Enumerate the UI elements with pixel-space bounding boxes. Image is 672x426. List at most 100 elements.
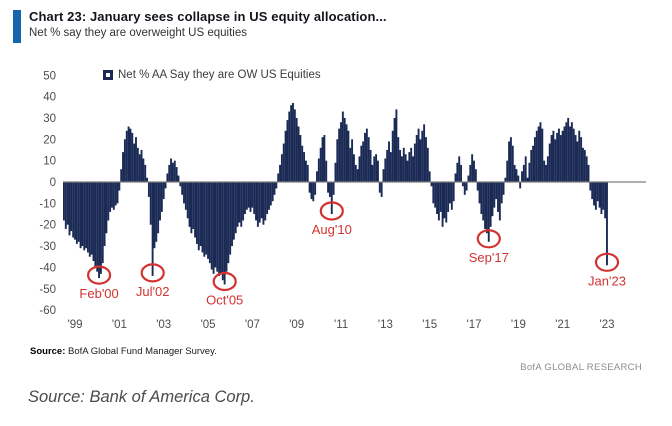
annotation-circle	[594, 252, 620, 272]
x-tick-label: '17	[467, 319, 482, 331]
bar	[149, 182, 152, 225]
bar	[504, 177, 507, 182]
bar	[513, 164, 516, 182]
bar	[589, 182, 592, 191]
bar	[473, 160, 475, 182]
y-tick-label: -20	[39, 220, 56, 232]
bar	[502, 182, 505, 195]
source-note: Source: BofA Global Fund Manager Survey.	[30, 346, 217, 357]
bar	[436, 182, 438, 215]
bar	[96, 182, 99, 272]
bar	[221, 182, 224, 281]
bar	[227, 182, 230, 264]
bar	[114, 182, 117, 206]
bar	[325, 160, 328, 182]
bar	[105, 182, 108, 234]
bar	[293, 109, 296, 182]
bar	[210, 182, 213, 270]
x-tick-label: '19	[511, 319, 526, 331]
bar	[432, 182, 435, 204]
bar	[286, 120, 289, 182]
bar	[467, 175, 470, 182]
bar	[225, 182, 228, 272]
bar	[421, 130, 424, 182]
bar	[231, 182, 233, 247]
bar	[155, 182, 158, 242]
bar	[519, 182, 522, 189]
bar	[561, 130, 564, 182]
bar	[537, 126, 540, 182]
bar	[98, 182, 100, 279]
bar	[583, 149, 586, 182]
bar	[463, 182, 466, 195]
bar	[423, 124, 426, 182]
bar	[297, 126, 300, 182]
bar	[236, 182, 239, 227]
x-tick-label: '05	[201, 319, 216, 331]
bar	[123, 139, 126, 182]
bar	[295, 117, 298, 182]
bar	[131, 132, 134, 182]
bar	[428, 171, 431, 182]
bar	[279, 164, 281, 182]
bar	[491, 182, 494, 217]
bar	[177, 175, 180, 182]
annotation-label: Feb'00	[79, 286, 118, 301]
bar	[107, 182, 110, 221]
bar	[532, 145, 535, 182]
bar	[262, 182, 265, 225]
bar	[478, 182, 481, 204]
bar	[195, 182, 198, 244]
bar	[591, 182, 594, 200]
bar	[447, 182, 450, 212]
bar	[284, 130, 287, 182]
bar	[63, 182, 65, 221]
bar	[364, 132, 366, 182]
bar	[539, 122, 542, 182]
bar	[508, 141, 511, 182]
bar	[264, 182, 267, 221]
bar	[413, 143, 416, 182]
y-tick-label: -10	[39, 198, 56, 210]
bar	[199, 182, 202, 247]
y-tick-label: 20	[43, 134, 56, 146]
bar	[535, 130, 538, 182]
bar	[147, 182, 150, 197]
bar	[220, 182, 222, 274]
bar	[317, 158, 320, 182]
bar	[556, 132, 559, 182]
bar	[85, 182, 88, 249]
bar	[351, 139, 354, 182]
bar	[552, 130, 555, 182]
bar	[87, 182, 89, 253]
y-tick-label: -50	[39, 284, 56, 296]
bar	[310, 182, 313, 200]
x-tick-label: '03	[156, 319, 171, 331]
bar	[186, 182, 189, 219]
bar	[439, 182, 442, 212]
bar	[260, 182, 263, 219]
x-tick-label: '23	[600, 319, 615, 331]
bar	[343, 117, 346, 182]
bar	[548, 143, 551, 182]
bar	[598, 182, 601, 208]
bar	[417, 128, 420, 182]
bar	[301, 145, 304, 182]
bar	[66, 182, 69, 225]
bar	[340, 122, 342, 182]
bar	[545, 164, 547, 182]
bar	[179, 182, 182, 187]
bar	[362, 141, 365, 182]
bar	[476, 182, 479, 191]
bar	[277, 173, 280, 182]
bar	[465, 182, 468, 191]
bar	[242, 182, 245, 221]
bar	[157, 182, 160, 234]
bar	[578, 130, 581, 182]
bar	[288, 111, 291, 182]
bar	[99, 182, 102, 274]
bar	[90, 182, 93, 255]
bar	[234, 182, 237, 234]
bar	[120, 169, 123, 182]
